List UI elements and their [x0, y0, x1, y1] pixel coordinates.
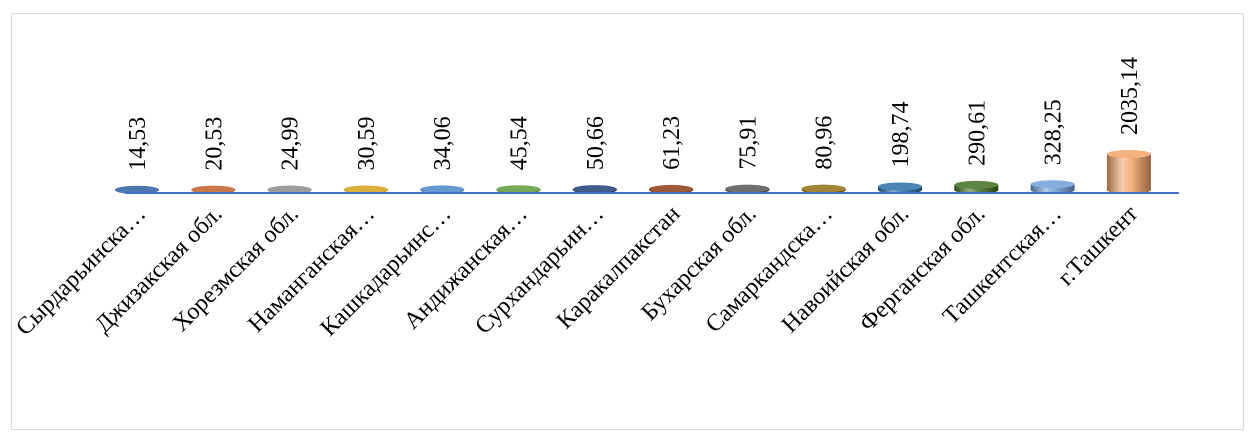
- value-label: 20,53: [201, 117, 227, 171]
- category-label: Сурхандарьин…: [470, 201, 609, 340]
- category-label: Сырдарьинска…: [12, 201, 151, 341]
- value-label: 75,91: [735, 116, 761, 170]
- category-label: Кашкадарьинс…: [316, 201, 457, 342]
- value-label: 14,53: [125, 117, 151, 171]
- value-label: 80,96: [812, 116, 838, 170]
- bar: [572, 185, 617, 194]
- value-label: 328,25: [1041, 99, 1067, 165]
- value-label: 50,66: [583, 116, 609, 170]
- value-label: 61,23: [659, 116, 685, 170]
- value-labels-layer: 14,53 20,53 24,99 30,59 34,06 45,54 50,66 61,23…: [125, 57, 1143, 171]
- chart-area: 14,53 20,53 24,99 30,59 34,06 45,54 50,66 61,23…: [11, 13, 1244, 430]
- value-label: 24,99: [278, 117, 304, 171]
- value-label: 45,54: [507, 116, 533, 170]
- category-label: г.Ташкент: [1053, 201, 1143, 291]
- bar: [1106, 150, 1151, 194]
- value-label: 34,06: [430, 116, 456, 170]
- value-label: 30,59: [354, 116, 380, 170]
- value-label: 2035,14: [1117, 57, 1143, 135]
- bars-layer: [115, 150, 1151, 194]
- value-label: 290,61: [964, 100, 990, 166]
- value-label: 198,74: [888, 101, 914, 167]
- category-label: Джизакская обл.: [90, 201, 227, 338]
- bar-chart: 14,53 20,53 24,99 30,59 34,06 45,54 50,66 61,23…: [12, 57, 1179, 342]
- category-labels-layer: Сырдарьинска…Джизакская обл.Хорезмская о…: [12, 201, 1143, 342]
- bar: [1030, 180, 1075, 194]
